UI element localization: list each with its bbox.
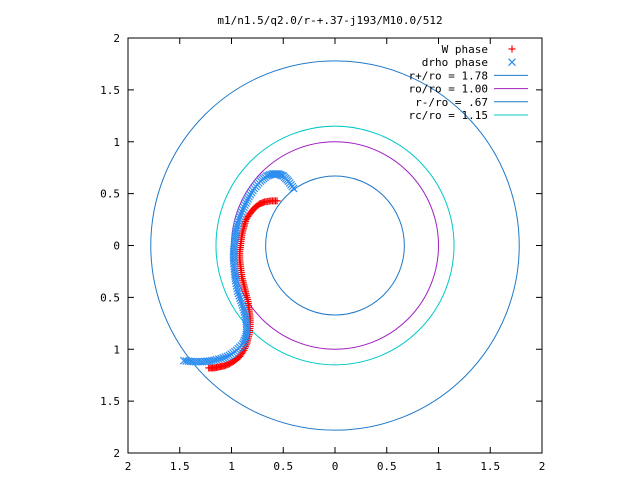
drho-phase-point	[235, 215, 244, 223]
drho-phase-point	[241, 201, 249, 209]
drho-phase-point	[233, 284, 242, 293]
drho-phase-point	[240, 308, 249, 317]
phase-points	[179, 169, 298, 372]
drho-phase-point	[217, 354, 226, 363]
y-tick-label: 0	[113, 240, 120, 253]
legend-label: r-/ro = .67	[415, 96, 488, 109]
x-tick-label: 1	[435, 460, 442, 473]
w-phase-point	[205, 364, 213, 372]
drho-phase-point	[239, 305, 248, 314]
drho-phase-point	[236, 294, 244, 303]
drho-phase-point	[233, 287, 242, 296]
y-tick-label: 0.5	[100, 188, 120, 201]
drho-phase-point	[239, 203, 248, 212]
drho-phase-point	[243, 196, 251, 205]
reference-circles	[150, 60, 520, 431]
drho-phase-point	[221, 353, 230, 361]
drho-phase-point	[238, 301, 247, 310]
x-tick-label: 2	[539, 460, 546, 473]
drho-phase-point	[219, 353, 228, 362]
circle-ro	[231, 141, 439, 350]
chart-title: m1/n1.5/q2.0/r-+.37-j193/M10.0/512	[217, 14, 442, 27]
w-phase-point	[243, 214, 251, 222]
x-tick-label: 0.5	[377, 460, 397, 473]
drho-phase-point	[245, 192, 254, 201]
y-tick-label: 1.5	[100, 84, 120, 97]
y-tick-label: 1.5	[100, 395, 120, 408]
legend-label: rc/ro = 1.15	[409, 109, 488, 122]
axis-ticks: 2 1.5 1 0.5 0 0.5 1 1.5 221.510.500.511.52	[100, 32, 545, 473]
drho-phase-point	[235, 291, 244, 300]
x-tick-label: 0.5	[273, 460, 293, 473]
drho-phase-point	[239, 303, 248, 312]
circle-r-	[265, 175, 405, 316]
drho-phase-point	[214, 355, 223, 364]
y-tick-label: 0.5	[100, 291, 120, 304]
y-tick-label: 1	[113, 343, 120, 356]
legend-marker	[508, 45, 516, 53]
legend-label: drho phase	[422, 56, 488, 69]
drho-phase-point	[234, 217, 243, 226]
drho-phase-point	[238, 205, 247, 214]
legend-marker	[508, 58, 516, 67]
drho-phase-point	[223, 352, 232, 361]
drho-phase-point	[237, 298, 246, 307]
drho-phase-point	[233, 219, 242, 228]
legend-label: ro/ro = 1.00	[409, 83, 488, 96]
drho-phase-point	[179, 356, 188, 365]
drho-phase-point	[232, 224, 241, 233]
drho-phase-point	[236, 296, 245, 305]
legend-label: W phase	[442, 43, 488, 56]
drho-phase-point	[234, 289, 243, 298]
drho-phase-point	[242, 199, 250, 207]
drho-phase-point	[236, 212, 244, 221]
x-tick-label: 0	[332, 460, 339, 473]
drho-phase-point	[244, 194, 252, 203]
x-tick-label: 2	[125, 460, 132, 473]
legend-label: r+/ro = 1.78	[409, 69, 488, 82]
x-tick-label: 1.5	[480, 460, 500, 473]
x-tick-label: 1.5	[170, 460, 190, 473]
drho-phase-point	[225, 351, 234, 360]
circle-rc	[215, 125, 455, 366]
drho-phase-point	[233, 222, 242, 230]
drho-phase-point	[236, 210, 245, 219]
drho-phase-point	[182, 356, 191, 365]
drho-phase-point	[237, 208, 246, 216]
drho-phase-point	[212, 355, 221, 364]
y-tick-label: 1	[113, 136, 120, 149]
drho-phase-point	[239, 338, 248, 347]
drho-phase-point	[241, 310, 249, 319]
y-tick-label: 2	[113, 32, 120, 45]
x-tick-label: 1	[228, 460, 235, 473]
circle-r+	[150, 60, 520, 431]
y-tick-label: 2	[113, 447, 120, 460]
